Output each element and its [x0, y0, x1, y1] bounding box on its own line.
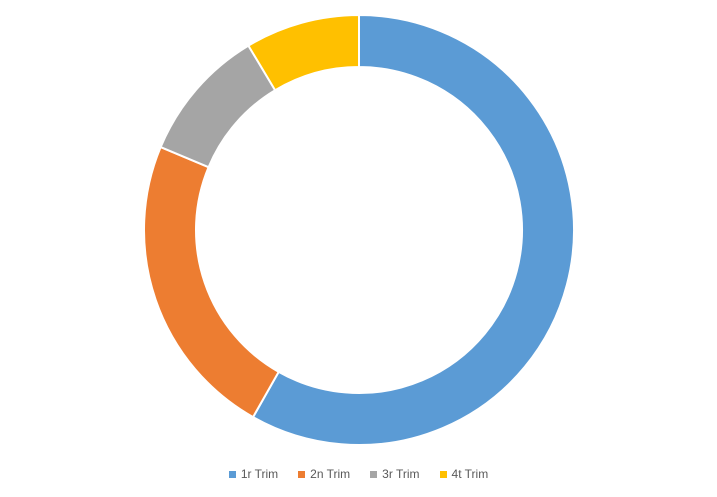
legend-label-4: 4t Trim	[451, 467, 489, 481]
legend-label-3: 3r Trim	[382, 467, 420, 481]
legend-item-4: 4t Trim	[439, 467, 489, 481]
legend-label-2: 2n Trim	[310, 467, 351, 481]
legend-swatch-1	[228, 470, 236, 478]
legend-swatch-2	[298, 470, 306, 478]
slice-3	[159, 44, 277, 169]
legend-swatch-3	[370, 470, 378, 478]
slice-4	[247, 13, 360, 92]
legend-label-1: 1r Trim	[240, 467, 279, 481]
slice-2	[143, 145, 281, 419]
doughnut-chart-svg	[143, 13, 575, 446]
chart-legend: 1r Trim 2n Trim 3r Trim 4t Trim	[0, 463, 717, 485]
legend-swatch-4	[439, 470, 447, 478]
legend-item-3: 3r Trim	[370, 467, 420, 481]
doughnut-chart	[143, 13, 575, 446]
legend-item-2: 2n Trim	[298, 467, 350, 481]
legend-item-1: 1r Trim	[228, 467, 279, 481]
doughnut-slices	[143, 13, 575, 446]
slice-1	[251, 13, 575, 446]
